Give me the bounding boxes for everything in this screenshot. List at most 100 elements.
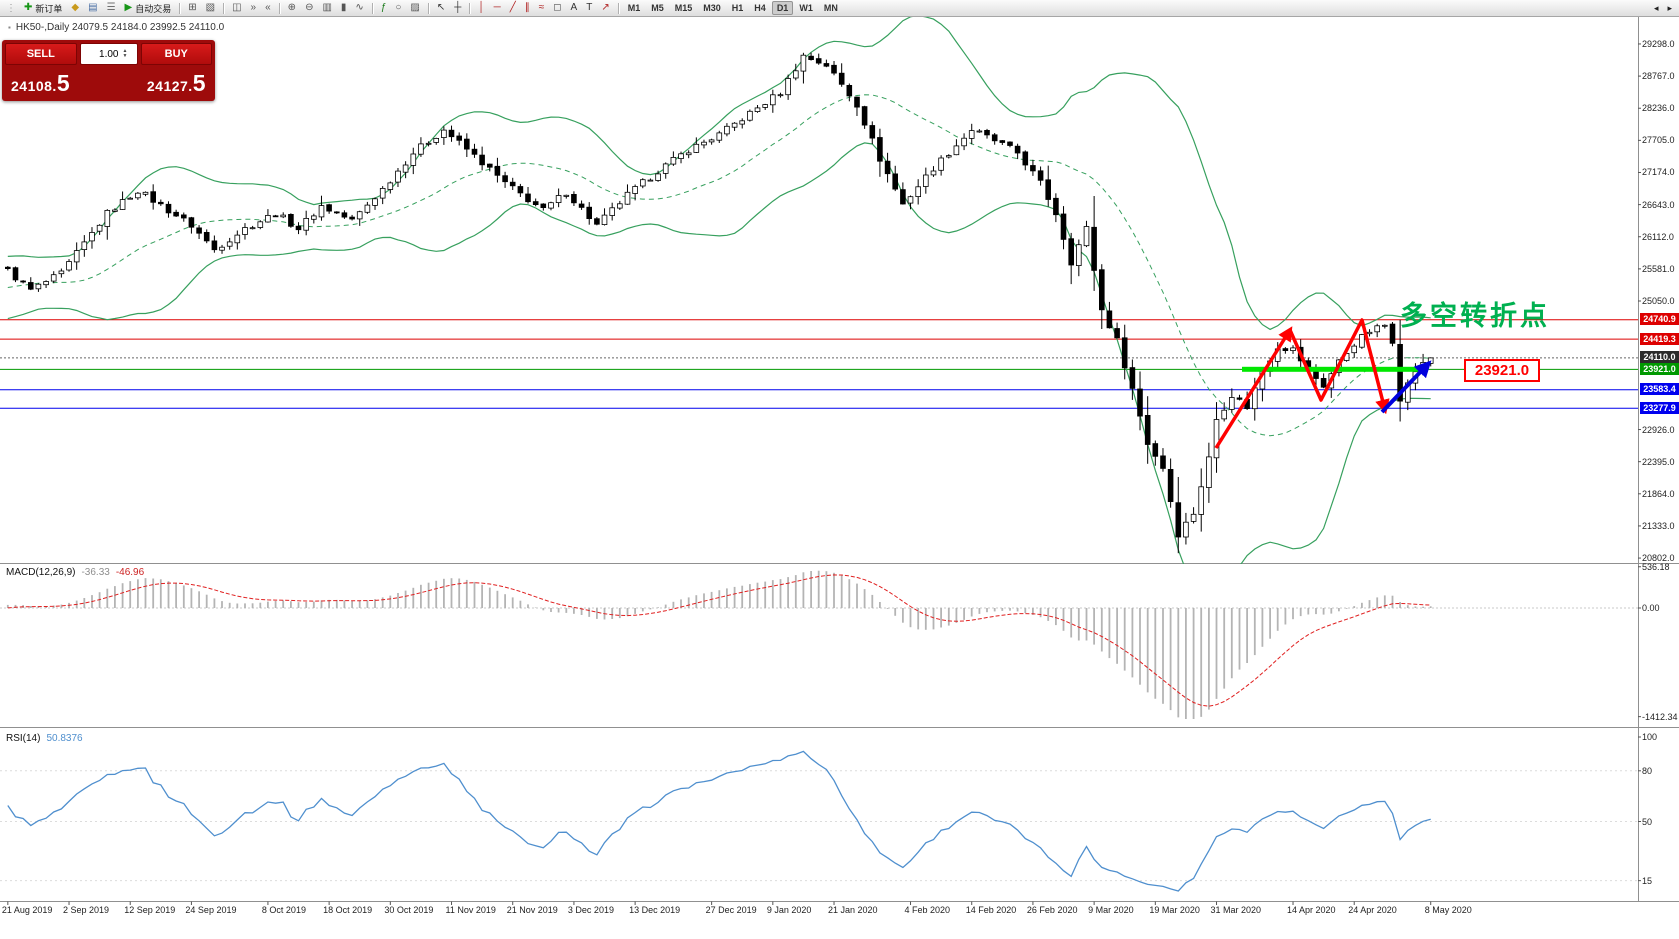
rsi-name: RSI(14) [6, 733, 41, 744]
bar-chart-icon[interactable]: ▥ [318, 1, 335, 15]
periods-icon[interactable]: ○ [391, 1, 405, 15]
x-axis-label: 24 Apr 2020 [1348, 905, 1397, 915]
volume-input[interactable] [80, 48, 121, 60]
candlestick-chart-icon[interactable]: ▮ [337, 1, 351, 15]
templates-icon[interactable]: ▨ [406, 1, 423, 15]
sell-price-main: 24108. [11, 78, 57, 94]
buy-price-big-digit: 5 [192, 70, 206, 96]
timeframe-m1[interactable]: M1 [623, 1, 646, 15]
chart-shift-icon[interactable]: « [261, 1, 275, 15]
equidistant-channel-icon[interactable]: ∥ [521, 1, 534, 15]
current-price-tag: 24110.0 [1640, 351, 1679, 364]
text-icon-glyph-icon: A [570, 2, 578, 13]
bollinger-upper-band[interactable] [7, 16, 1431, 331]
data-window-icon-glyph-icon: ▤ [88, 2, 98, 13]
auto-trading-glyph-icon: ▶ [124, 2, 133, 13]
x-axis-label: 8 Oct 2019 [261, 905, 306, 915]
buy-price[interactable]: 24127.5 [147, 72, 206, 95]
fibonacci-icon[interactable]: ≈ [535, 1, 549, 15]
timeframe-h4[interactable]: H4 [749, 1, 771, 15]
x-axis-label: 8 May 2020 [1424, 905, 1472, 915]
x-axis-label: 30 Oct 2019 [384, 905, 434, 915]
x-axis-label: 21 Jan 2020 [828, 905, 878, 915]
timeframe-m5[interactable]: M5 [646, 1, 669, 15]
y-axis-label: 22395.0 [1642, 456, 1675, 467]
autoscroll-icon-glyph-icon: » [250, 2, 257, 13]
timeframe-mn[interactable]: MN [819, 1, 843, 15]
timeframe-m30[interactable]: M30 [698, 1, 726, 15]
tile-windows-icon[interactable]: ◫ [228, 1, 245, 15]
price-callout-box[interactable]: 23921.0 [1464, 359, 1540, 382]
text-label-icon-glyph-icon: T [586, 2, 593, 13]
x-axis-label: 9 Jan 2020 [766, 905, 812, 915]
zoom-out-icon[interactable]: ⊖ [301, 1, 317, 15]
line-chart-icon[interactable]: ∿ [351, 1, 367, 15]
periods-icon-glyph-icon: ○ [395, 2, 402, 13]
trendline-icon[interactable]: ╱ [506, 1, 520, 15]
chart-shift-icon-glyph-icon: « [265, 2, 271, 13]
timeframe-h1[interactable]: H1 [727, 1, 749, 15]
zoom-in-icon[interactable]: ⊕ [284, 1, 300, 15]
shapes-icon[interactable]: ◻ [549, 1, 565, 15]
macd-panel[interactable] [0, 570, 1638, 719]
x-axis-label: 24 Sep 2019 [185, 905, 237, 915]
auto-trading-button[interactable]: ▶ 自动交易 [121, 1, 176, 15]
text-icon[interactable]: A [567, 1, 582, 15]
arrow-objects-icon[interactable]: ↗ [597, 1, 613, 15]
volume-up-icon[interactable]: ▲ [122, 47, 128, 54]
price-tag-24419.3: 24419.3 [1640, 332, 1679, 345]
y-axis-label: 28767.0 [1642, 71, 1675, 82]
trend-arrow-2[interactable] [1288, 318, 1390, 415]
trend-arrow-1[interactable] [1214, 326, 1293, 449]
trend-arrow-3[interactable] [1380, 360, 1432, 414]
market-watch-icon[interactable]: ◆ [67, 1, 83, 15]
new-order-button[interactable]: ✚ 新订单 [20, 1, 66, 15]
zoom-out-icon-glyph-icon: ⊖ [305, 2, 314, 13]
timeframe-w1[interactable]: W1 [794, 1, 818, 15]
x-axis-label: 3 Dec 2019 [567, 905, 614, 915]
macd-axis-label: 0.00 [1642, 603, 1660, 613]
sell-button[interactable]: SELL [5, 43, 77, 65]
sell-price[interactable]: 24108.5 [11, 72, 70, 95]
x-axis-label: 14 Feb 2020 [965, 905, 1017, 915]
cursor-icon-glyph-icon: ↖ [436, 2, 446, 13]
data-window-icon[interactable]: ▤ [84, 1, 101, 15]
volume-stepper[interactable]: ▲ ▼ [121, 47, 130, 60]
crosshair-icon[interactable]: ┼ [450, 1, 465, 15]
dock-right-icon[interactable]: ▸ [1663, 1, 1676, 15]
text-label-icon[interactable]: T [582, 1, 596, 15]
candles-series[interactable] [5, 52, 1434, 554]
navigator-icon[interactable]: ☰ [103, 1, 120, 15]
crosshair-icon-glyph-icon: ┼ [454, 2, 462, 13]
vertical-line-icon-glyph-icon: │ [478, 2, 485, 13]
rsi-axis-label: 80 [1642, 765, 1653, 776]
new-chart-icon[interactable]: ⊞ [184, 1, 200, 15]
price-tag-23921.0: 23921.0 [1640, 362, 1679, 375]
timeframe-m15[interactable]: M15 [670, 1, 698, 15]
toolbar-drag-handle[interactable]: ⋮ [6, 2, 16, 14]
rsi-panel[interactable] [0, 750, 1638, 892]
main-chart-area[interactable] [0, 16, 1638, 594]
cursor-icon[interactable]: ↖ [433, 1, 449, 15]
volume-field[interactable]: ▲ ▼ [79, 43, 138, 65]
equidistant-channel-icon-glyph-icon: ∥ [524, 2, 530, 13]
timeframe-d1[interactable]: D1 [771, 1, 794, 15]
bollinger-middle-band[interactable] [7, 94, 1431, 437]
indicators-icon[interactable]: ƒ [377, 1, 391, 15]
x-axis-label: 18 Oct 2019 [323, 905, 373, 915]
symbol-marker-icon: ▪ [8, 23, 11, 32]
profiles-icon[interactable]: ▧ [202, 1, 219, 15]
buy-button[interactable]: BUY [140, 43, 212, 65]
shapes-icon-glyph-icon: ◻ [553, 2, 562, 13]
autoscroll-icon[interactable]: » [247, 1, 261, 15]
volume-down-icon[interactable]: ▼ [122, 53, 128, 59]
bollinger-lower-band[interactable] [7, 142, 1431, 594]
x-axis-label: 2 Sep 2019 [63, 905, 110, 915]
vertical-line-icon[interactable]: │ [474, 1, 488, 15]
x-axis-label: 19 Mar 2020 [1149, 905, 1200, 915]
turning-point-annotation[interactable]: 多空转折点 [1400, 301, 1550, 331]
candlestick-chart-icon-glyph-icon: ▮ [340, 2, 347, 13]
horizontal-line-icon[interactable]: ─ [490, 1, 505, 15]
dock-left-icon[interactable]: ◂ [1650, 1, 1663, 15]
